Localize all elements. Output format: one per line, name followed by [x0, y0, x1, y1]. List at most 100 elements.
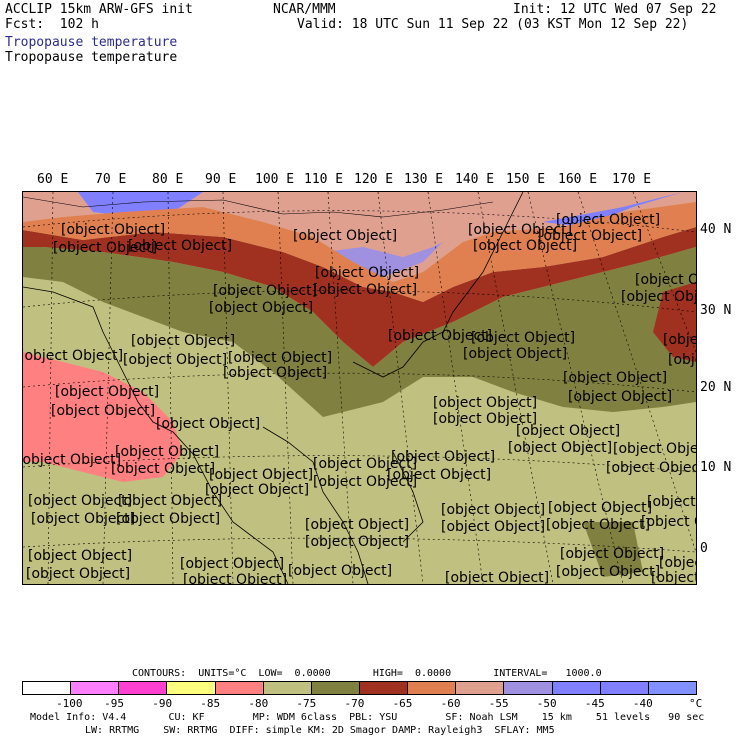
- colorbar-label: -100: [56, 697, 83, 710]
- colorbar-label: -55: [488, 697, 509, 710]
- lon-label: 100 E: [255, 172, 295, 187]
- map-label: [object Object]: [223, 365, 327, 381]
- map-label: [object Object]: [516, 423, 620, 439]
- map-label: [object Object]: [315, 265, 419, 281]
- colorbar-swatch: [648, 682, 696, 694]
- map-label: [object Object]: [659, 555, 697, 571]
- map-label: [object Object]: [111, 461, 215, 477]
- map-label: [object Object]: [663, 332, 697, 348]
- colorbar-swatch: [504, 682, 553, 694]
- shade-region: [23, 202, 696, 302]
- map-label: [object Object]: [668, 352, 697, 368]
- colorbar-label: -85: [200, 697, 221, 710]
- map-label: [object Object]: [156, 416, 260, 432]
- map-label: [object Object]: [441, 502, 545, 518]
- map-label: [object Object]: [471, 330, 575, 346]
- lon-label: 110 E: [304, 172, 344, 187]
- map-label: [object Object]: [305, 517, 409, 533]
- colorbar-swatch: [552, 682, 601, 694]
- map-label: [object Object]: [28, 548, 132, 564]
- map-label: [object Object]: [183, 572, 287, 585]
- lon-label: 140 E: [455, 172, 495, 187]
- map-label: [object Object]: [568, 389, 672, 405]
- colorbar-swatch: [456, 682, 505, 694]
- map-label: [object Object]: [115, 444, 219, 460]
- lat-label: 20 N: [700, 380, 732, 395]
- lat-label: 30 N: [700, 303, 732, 318]
- model-title: ACCLIP 15km ARW-GFS init: [5, 2, 193, 17]
- colorbar-label: -45: [584, 697, 605, 710]
- lon-label: 80 E: [152, 172, 184, 187]
- map-label: [object Object]: [468, 222, 572, 238]
- longitude-labels: 60 E 70 E 80 E 90 E 100 E 110 E 120 E 13…: [0, 172, 740, 188]
- shade-region: [583, 522, 643, 577]
- variable-name-highlight: Tropopause temperature: [5, 35, 178, 50]
- map-label: [object Object]: [560, 546, 664, 562]
- colorbar-swatch: [215, 682, 264, 694]
- colorbar-swatch: [359, 682, 409, 694]
- shade-region: [23, 227, 696, 367]
- lon-label: 120 E: [354, 172, 394, 187]
- map-label: [object Object]: [123, 352, 227, 368]
- colorbar-label: -50: [536, 697, 557, 710]
- colorbar-label: -80: [248, 697, 269, 710]
- colorbar-label: -40: [632, 697, 653, 710]
- coastline: [262, 426, 369, 584]
- map-label: [object Object]: [641, 514, 697, 530]
- map-label: [object Object]: [51, 403, 155, 419]
- map-label: [object Object]: [546, 517, 650, 533]
- map-label: [object Object]: [635, 272, 697, 288]
- colorbar-swatch: [600, 682, 649, 694]
- colorbar-label: -60: [440, 697, 461, 710]
- coastline: [392, 451, 424, 543]
- map-label: [object Object]: [22, 348, 123, 364]
- lon-label: 90 E: [205, 172, 237, 187]
- map-label: [object Object]: [621, 289, 697, 305]
- map-label: [object Object]: [22, 452, 121, 468]
- map-label: [object Object]: [391, 449, 495, 465]
- colorbar-label: -90: [152, 697, 173, 710]
- lon-label: 150 E: [506, 172, 546, 187]
- map-label: [object Object]: [433, 411, 537, 427]
- map-label: [object Object]: [228, 350, 332, 366]
- map-label: [object Object]: [293, 228, 397, 244]
- map-label: [object Object]: [613, 441, 697, 457]
- shade-region: [543, 192, 683, 227]
- lat-label: 0: [700, 541, 708, 556]
- map-label: [object Object]: [433, 395, 537, 411]
- colorbar-swatch: [167, 682, 216, 694]
- map-label: [object Object]: [313, 282, 417, 298]
- map-label: [object Object]: [556, 212, 660, 228]
- lat-label: 10 N: [700, 460, 732, 475]
- colorbar: [22, 681, 697, 695]
- variable-name: Tropopause temperature: [5, 50, 178, 65]
- map-label: [object Object]: [55, 384, 159, 400]
- map-label: [object Object]: [205, 482, 309, 498]
- valid-time: Valid: 18 UTC Sun 11 Sep 22 (03 KST Mon …: [297, 17, 689, 32]
- map-label: [object Object]: [548, 500, 652, 516]
- lon-label: 170 E: [612, 172, 652, 187]
- shade-region: [23, 192, 696, 282]
- map-label: [object Object]: [305, 534, 409, 550]
- map-label: [object Object]: [606, 460, 697, 476]
- lon-label: 70 E: [95, 172, 127, 187]
- map-label: [object Object]: [213, 283, 317, 299]
- model-info-line1: Model Info: V4.4 CU: KF MP: WDM 6class P…: [30, 712, 705, 723]
- map-label: [object Object]: [556, 564, 660, 580]
- graticule: [23, 192, 696, 584]
- coastline: [352, 192, 524, 378]
- map-label: [object Object]: [53, 240, 157, 256]
- colorbar-swatch: [408, 682, 457, 694]
- map-label: [object Object]: [463, 346, 567, 362]
- colorbar-swatch: [311, 682, 360, 694]
- map-label: [object Object]: [647, 494, 697, 510]
- center-name: NCAR/MMM: [273, 2, 336, 17]
- map-label: [object Object]: [313, 474, 417, 490]
- colorbar-swatch: [71, 682, 120, 694]
- coastline: [23, 286, 289, 584]
- colorbar-swatch: [23, 682, 72, 694]
- map-label: [object Object]: [508, 440, 612, 456]
- map-label: [object Object]: [26, 566, 130, 582]
- colorbar-label: -65: [392, 697, 413, 710]
- shade-region: [23, 352, 183, 482]
